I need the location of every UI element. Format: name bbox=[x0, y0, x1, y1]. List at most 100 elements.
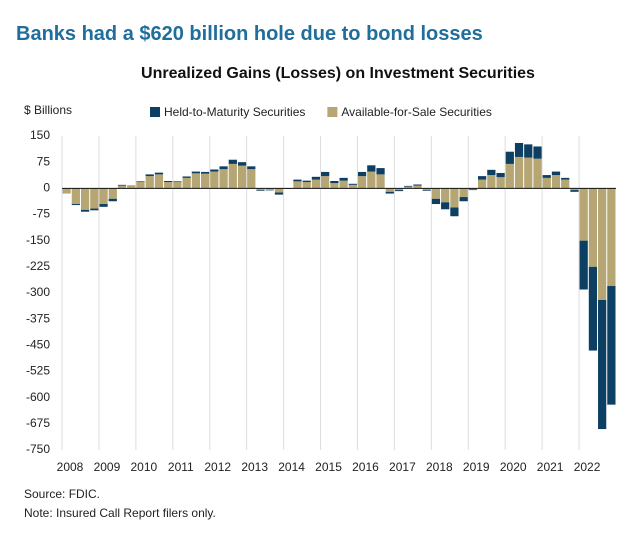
y-tick-label: 150 bbox=[30, 128, 50, 142]
bar bbox=[496, 177, 504, 188]
y-tick-label: -525 bbox=[26, 364, 50, 378]
x-tick-label: 2017 bbox=[389, 460, 416, 474]
source: Source: FDIC. bbox=[24, 487, 100, 501]
bar bbox=[63, 188, 71, 193]
bar bbox=[469, 189, 477, 190]
bar bbox=[90, 209, 98, 211]
bar bbox=[303, 181, 311, 182]
bar bbox=[229, 160, 237, 164]
x-tick-label: 2015 bbox=[315, 460, 342, 474]
bar bbox=[321, 176, 329, 188]
bar bbox=[81, 210, 89, 212]
bar bbox=[81, 188, 89, 210]
bar bbox=[404, 186, 412, 187]
bar bbox=[146, 176, 154, 188]
bar bbox=[598, 300, 606, 429]
bar bbox=[460, 188, 468, 197]
bar bbox=[201, 174, 209, 189]
bar bbox=[340, 178, 348, 181]
bar bbox=[478, 176, 486, 179]
bar bbox=[303, 182, 311, 188]
bar bbox=[164, 181, 172, 182]
bar bbox=[367, 165, 375, 171]
bar bbox=[478, 180, 486, 189]
y-tick-label: -225 bbox=[26, 259, 50, 273]
bar bbox=[580, 241, 588, 290]
bar bbox=[376, 168, 384, 174]
bar bbox=[432, 188, 440, 198]
bar bbox=[552, 175, 560, 188]
bar bbox=[90, 188, 98, 208]
chart-title: Unrealized Gains (Losses) on Investment … bbox=[141, 65, 535, 82]
bar bbox=[358, 176, 366, 188]
y-tick-label: -300 bbox=[26, 285, 50, 299]
bar bbox=[543, 175, 551, 178]
bar bbox=[109, 188, 117, 198]
bar bbox=[330, 181, 338, 183]
bar bbox=[247, 169, 255, 188]
bar bbox=[533, 159, 541, 189]
bar bbox=[256, 190, 264, 191]
bar bbox=[136, 181, 144, 182]
bar bbox=[386, 188, 394, 191]
legend-swatch bbox=[327, 107, 337, 117]
legend-label: Available-for-Sale Securities bbox=[341, 105, 492, 119]
bar bbox=[275, 188, 283, 192]
bar bbox=[183, 176, 191, 177]
legend-swatch bbox=[150, 107, 160, 117]
bar bbox=[210, 172, 218, 189]
bar bbox=[238, 166, 246, 189]
bar bbox=[238, 162, 246, 165]
bar bbox=[533, 146, 541, 158]
bar bbox=[552, 172, 560, 175]
bar bbox=[607, 188, 615, 286]
bar bbox=[607, 286, 615, 405]
x-tick-label: 2021 bbox=[537, 460, 564, 474]
bar bbox=[219, 169, 227, 188]
bar bbox=[321, 172, 329, 176]
bar bbox=[312, 180, 320, 189]
x-tick-label: 2012 bbox=[204, 460, 231, 474]
bar bbox=[109, 199, 117, 201]
x-tick-label: 2008 bbox=[57, 460, 84, 474]
bar bbox=[561, 178, 569, 180]
bar bbox=[367, 172, 375, 189]
y-axis-label: $ Billions bbox=[24, 103, 72, 117]
bar bbox=[192, 173, 200, 188]
x-tick-label: 2009 bbox=[94, 460, 121, 474]
bar bbox=[146, 174, 154, 176]
note: Note: Insured Call Report filers only. bbox=[24, 506, 216, 520]
y-tick-label: -150 bbox=[26, 233, 50, 247]
bar bbox=[340, 181, 348, 189]
bar bbox=[183, 178, 191, 188]
bar bbox=[349, 185, 357, 188]
bar bbox=[506, 152, 514, 164]
bar bbox=[598, 188, 606, 300]
bar bbox=[561, 180, 569, 189]
bar bbox=[275, 193, 283, 195]
bar bbox=[229, 164, 237, 188]
bar bbox=[543, 178, 551, 188]
bar bbox=[219, 166, 227, 169]
x-tick-label: 2022 bbox=[574, 460, 601, 474]
bar bbox=[441, 202, 449, 209]
y-tick-label: -750 bbox=[26, 442, 50, 456]
bar bbox=[515, 157, 523, 188]
bar bbox=[349, 184, 357, 185]
bar bbox=[432, 199, 440, 204]
x-tick-label: 2013 bbox=[241, 460, 268, 474]
bar bbox=[376, 174, 384, 188]
bar bbox=[589, 188, 597, 266]
bar bbox=[515, 143, 523, 157]
y-tick-label: 0 bbox=[43, 181, 50, 195]
bar bbox=[330, 183, 338, 188]
bar bbox=[72, 188, 80, 204]
y-tick-label: -375 bbox=[26, 311, 50, 325]
bar bbox=[386, 192, 394, 194]
bar bbox=[423, 190, 431, 191]
legend-label: Held-to-Maturity Securities bbox=[164, 105, 305, 119]
bar bbox=[441, 188, 449, 202]
bar bbox=[506, 164, 514, 188]
headline: Banks had a $620 billion hole due to bon… bbox=[16, 23, 483, 45]
